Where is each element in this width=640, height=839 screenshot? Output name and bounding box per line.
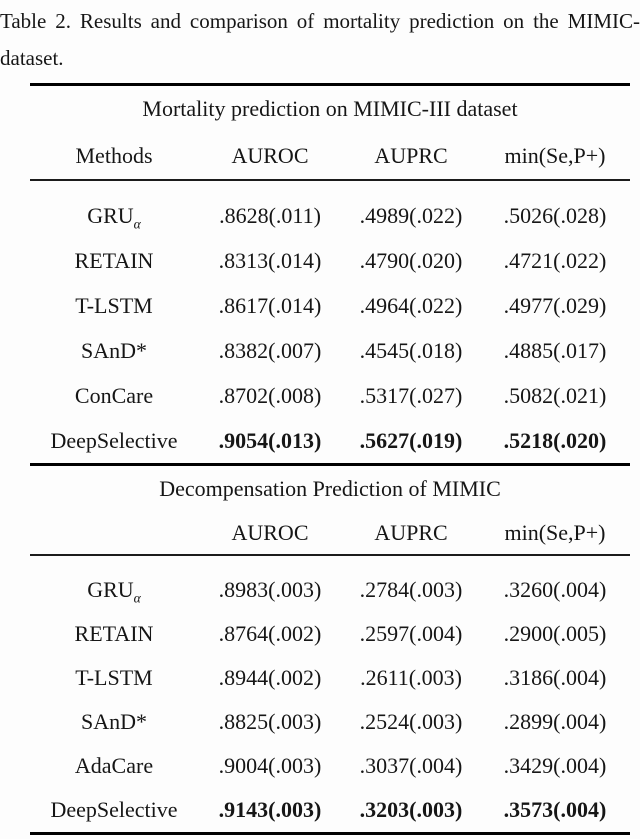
table-row: SAnD* .8382(.007) .4545(.018) .4885(.017…	[30, 328, 630, 373]
method-name: DeepSelective	[50, 797, 178, 822]
column-header-auprc: AUPRC	[374, 142, 448, 168]
spacer	[30, 556, 630, 568]
auroc-value: .8983(.003)	[218, 577, 322, 602]
minsep-value: .4721(.022)	[503, 247, 607, 273]
auroc-value: .8313(.014)	[218, 247, 322, 273]
table-row: AdaCare .9004(.003) .3037(.004) .3429(.0…	[30, 744, 630, 788]
table-row: RETAIN .8764(.002) .2597(.004) .2900(.00…	[30, 612, 630, 656]
minsep-value: .2900(.005)	[503, 621, 607, 646]
auprc-value: .5627(.019)	[359, 427, 463, 453]
table-rule-header-2	[30, 554, 630, 556]
method-name: GRUα	[87, 577, 141, 606]
auprc-value: .2524(.003)	[359, 709, 463, 734]
method-subscript: α	[133, 590, 141, 606]
method-name: RETAIN	[74, 247, 154, 273]
method-name: ConCare	[74, 382, 154, 408]
minsep-value: .5026(.028)	[503, 202, 607, 228]
minsep-value: .3186(.004)	[503, 665, 607, 690]
method-name: T-LSTM	[75, 665, 153, 690]
auprc-value: .4989(.022)	[359, 202, 463, 228]
table-caption: Table 2. Results and comparison of morta…	[0, 0, 640, 77]
caption-line-1: Table 2. Results and comparison of morta…	[0, 9, 640, 33]
auprc-value: .2611(.003)	[360, 665, 462, 690]
minsep-value: .3260(.004)	[503, 577, 607, 602]
column-header-auroc: AUROC	[231, 520, 309, 545]
table-rule-bottom	[30, 832, 630, 835]
table-rule-middle	[30, 463, 630, 466]
method-name: DeepSelective	[50, 427, 178, 453]
table-header-row: AUROC AUPRC min(Se,P+)	[30, 512, 630, 554]
caption-line-2: dataset.	[0, 46, 64, 70]
table-row: ConCare .8702(.008) .5317(.027) .5082(.0…	[30, 373, 630, 418]
minsep-value: .3573(.004)	[503, 797, 607, 822]
column-header-minsep: min(Se,P+)	[504, 142, 606, 168]
results-table: Mortality prediction on MIMIC-III datase…	[30, 83, 630, 835]
auprc-value: .4545(.018)	[359, 337, 463, 363]
auroc-value: .9143(.003)	[218, 797, 322, 822]
table-row: T-LSTM .8944(.002) .2611(.003) .3186(.00…	[30, 656, 630, 700]
auprc-value: .3037(.004)	[359, 753, 463, 778]
table-rule-top	[30, 83, 630, 86]
auprc-value: .2784(.003)	[359, 577, 463, 602]
table-row: SAnD* .8825(.003) .2524(.003) .2899(.004…	[30, 700, 630, 744]
section-title: Decompensation Prediction of MIMIC	[159, 476, 501, 501]
auroc-value: .9004(.003)	[218, 753, 322, 778]
auroc-value: .8944(.002)	[218, 665, 322, 690]
column-header-methods: Methods	[75, 142, 153, 168]
table-row: GRUα .8628(.011) .4989(.022) .5026(.028)	[30, 193, 630, 238]
table-rule-header-1	[30, 179, 630, 181]
auprc-value: .4964(.022)	[359, 292, 463, 318]
minsep-value: .5082(.021)	[503, 382, 607, 408]
table-row-best: DeepSelective .9054(.013) .5627(.019) .5…	[30, 418, 630, 463]
auroc-value: .9054(.013)	[218, 427, 322, 453]
method-name: RETAIN	[74, 621, 154, 646]
method-subscript: α	[133, 215, 141, 231]
method-name: GRUα	[87, 202, 141, 231]
auprc-value: .4790(.020)	[359, 247, 463, 273]
auprc-value: .2597(.004)	[359, 621, 463, 646]
auroc-value: .8628(.011)	[219, 202, 321, 228]
column-header-auprc: AUPRC	[374, 520, 448, 545]
minsep-value: .2899(.004)	[503, 709, 607, 734]
auroc-value: .8702(.008)	[218, 382, 322, 408]
column-header-minsep: min(Se,P+)	[504, 520, 606, 545]
auprc-value: .5317(.027)	[359, 382, 463, 408]
table-header-row: Methods AUROC AUPRC min(Se,P+)	[30, 132, 630, 179]
method-name: AdaCare	[74, 753, 154, 778]
method-name: SAnD*	[80, 337, 147, 363]
minsep-value: .3429(.004)	[503, 753, 607, 778]
auroc-value: .8764(.002)	[218, 621, 322, 646]
table-row: RETAIN .8313(.014) .4790(.020) .4721(.02…	[30, 238, 630, 283]
table-row: T-LSTM .8617(.014) .4964(.022) .4977(.02…	[30, 283, 630, 328]
auprc-value: .3203(.003)	[359, 797, 463, 822]
auroc-value: .8382(.007)	[218, 337, 322, 363]
spacer	[30, 181, 630, 193]
auroc-value: .8825(.003)	[218, 709, 322, 734]
table-row: GRUα .8983(.003) .2784(.003) .3260(.004)	[30, 568, 630, 612]
method-name: SAnD*	[80, 709, 147, 734]
minsep-value: .4885(.017)	[503, 337, 607, 363]
column-header-auroc: AUROC	[231, 142, 309, 168]
table-row-best: DeepSelective .9143(.003) .3203(.003) .3…	[30, 788, 630, 832]
method-name: T-LSTM	[75, 292, 153, 318]
section-title: Mortality prediction on MIMIC-III datase…	[142, 96, 518, 121]
auroc-value: .8617(.014)	[218, 292, 322, 318]
minsep-value: .5218(.020)	[503, 427, 607, 453]
minsep-value: .4977(.029)	[503, 292, 607, 318]
